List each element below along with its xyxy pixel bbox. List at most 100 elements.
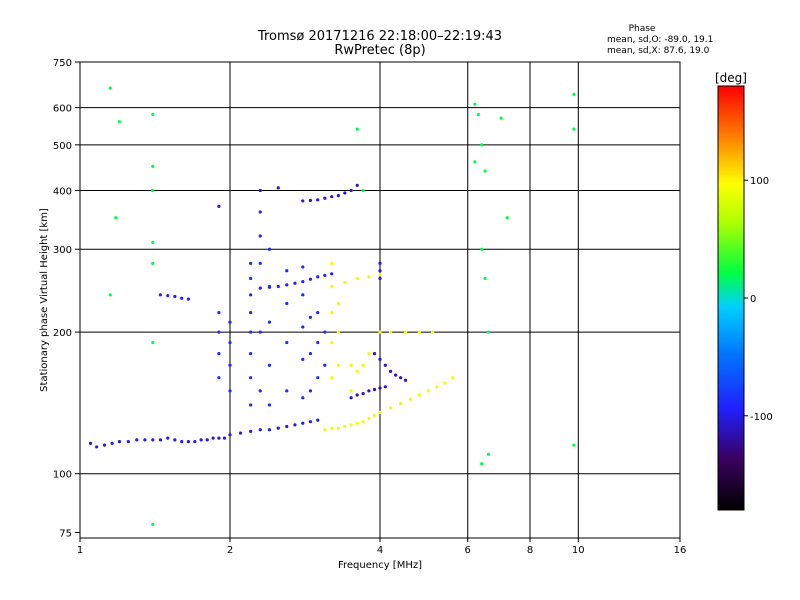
data-point [186, 440, 190, 444]
data-point [330, 261, 334, 265]
data-point [480, 247, 484, 251]
data-point [486, 330, 490, 334]
data-point [355, 276, 359, 281]
data-point [217, 376, 221, 380]
data-point [258, 330, 262, 334]
data-point [343, 424, 347, 429]
data-point [143, 438, 147, 442]
data-point [383, 385, 387, 389]
data-point [408, 397, 412, 401]
data-point [285, 389, 289, 393]
data-point [336, 363, 340, 367]
x-tick-label: 16 [674, 545, 687, 556]
data-point [372, 351, 377, 356]
data-point [301, 357, 305, 361]
data-point [301, 325, 305, 329]
x-tick-label: 10 [572, 545, 585, 556]
data-point [285, 283, 289, 287]
data-point [451, 376, 455, 380]
data-point [316, 418, 320, 422]
data-point [249, 330, 253, 334]
data-point [499, 116, 503, 120]
x-tick-label: 6 [465, 545, 471, 556]
data-point [343, 191, 347, 195]
data-point [399, 401, 403, 406]
data-point [258, 210, 262, 214]
data-point [301, 396, 305, 400]
data-point [476, 112, 480, 117]
data-point [316, 376, 320, 380]
data-point [276, 284, 280, 289]
data-point [417, 330, 422, 334]
data-point [308, 420, 313, 424]
data-point [473, 160, 477, 164]
y-tick-label: 300 [53, 245, 72, 256]
data-point [217, 310, 221, 315]
x-axis-ticks: 1 2 4 6 8 10 16 [77, 538, 687, 556]
data-point [388, 330, 393, 334]
data-point [217, 436, 221, 440]
data-point [430, 330, 435, 334]
data-point [505, 216, 509, 220]
data-point [367, 351, 371, 356]
data-point [117, 440, 122, 444]
data-point [316, 310, 320, 315]
y-tick-label: 75 [59, 528, 72, 539]
data-point [228, 433, 232, 437]
data-point [258, 234, 262, 238]
data-point [426, 389, 430, 393]
data-point [199, 438, 203, 442]
data-point [378, 276, 382, 281]
data-point [249, 310, 253, 315]
data-point [285, 340, 289, 345]
data-point [267, 403, 272, 407]
data-point [323, 363, 327, 367]
data-point [205, 438, 209, 442]
data-point [367, 416, 371, 421]
data-point [293, 281, 297, 285]
data-point [323, 196, 327, 200]
data-point [285, 301, 289, 306]
x-axis-label: Frequency [MHz] [338, 560, 422, 571]
data-point [267, 363, 272, 367]
annotation-line-x: mean, sd,X: 87.6, 19.0 [607, 46, 710, 56]
data-point [158, 293, 163, 297]
data-point [217, 204, 221, 208]
data-point [88, 441, 93, 445]
data-point [166, 294, 170, 298]
data-point [102, 443, 107, 447]
data-point [417, 393, 422, 397]
data-point [572, 443, 576, 447]
data-point [330, 376, 334, 380]
data-point [95, 445, 99, 449]
data-point [378, 410, 382, 414]
data-point [151, 522, 155, 527]
data-point [336, 301, 340, 306]
data-points [88, 86, 576, 527]
x-tick-label: 1 [77, 545, 83, 556]
data-point [126, 440, 130, 444]
data-point [399, 376, 403, 380]
colorbar-tick-label: 0 [750, 294, 756, 305]
data-point [308, 277, 313, 281]
data-point [361, 363, 365, 367]
data-point [355, 127, 359, 131]
data-point [394, 373, 398, 377]
data-point [349, 363, 353, 367]
data-point [301, 280, 305, 284]
data-point [151, 112, 155, 117]
data-point [355, 183, 359, 187]
chart-title-line1: Tromsø 20171216 22:18:00–22:19:43 [257, 29, 502, 44]
data-point [301, 293, 305, 297]
data-point [349, 423, 353, 427]
x-tick-label: 8 [527, 545, 533, 556]
data-point [330, 426, 334, 430]
data-point [217, 351, 221, 356]
y-tick-label: 100 [53, 470, 72, 481]
data-point [267, 320, 272, 324]
x-tick-label: 2 [227, 545, 233, 556]
data-point [180, 296, 184, 300]
data-point [258, 188, 262, 193]
data-point [330, 340, 334, 345]
data-point [238, 431, 243, 435]
